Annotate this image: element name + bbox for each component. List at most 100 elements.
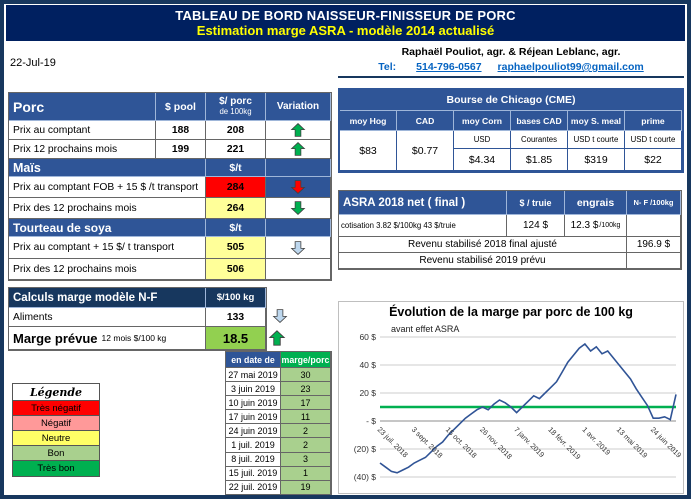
soya-table: Tourteau de soya $/t Prix au comptant + … xyxy=(8,218,332,281)
mais-row-label: Prix au comptant FOB + 15 $ /t transport xyxy=(9,177,206,198)
date-cell: 27 mai 2019 xyxy=(226,368,281,383)
tel-label: Tel: xyxy=(378,61,397,73)
date-cell: 22 juil. 2019 xyxy=(226,480,281,495)
svg-text:20 $: 20 $ xyxy=(359,388,376,398)
report-date: 22-Jul-19 xyxy=(10,57,56,69)
date-cell: 10 juin 2019 xyxy=(226,396,281,411)
calculs-table: Calculs marge modèle N-F $/100 kg Alimen… xyxy=(8,287,267,351)
header-spacer xyxy=(266,219,331,237)
variation-arrow-icon xyxy=(290,240,306,255)
bourse-title: Bourse de Chicago (CME) xyxy=(340,90,682,111)
mais-table-title: Maïs xyxy=(9,159,206,177)
authors-line: Raphaël Pouliot, agr. & Réjean Leblanc, … xyxy=(401,46,621,58)
svg-text:18 févr. 2019: 18 févr. 2019 xyxy=(546,425,582,461)
email-link[interactable]: raphaelpouliot99@gmail.com xyxy=(497,61,644,73)
porc-row-label: Prix 12 prochains mois xyxy=(9,140,156,159)
marge-prevue-label: Marge prévue 12 mois $/100 kg xyxy=(9,327,206,350)
asra-col-engrais: engrais xyxy=(565,191,627,215)
margin-chart: Évolution de la marge par porc de 100 kg… xyxy=(338,301,684,494)
mais-table: Maïs $/t Prix au comptant FOB + 15 $ /t … xyxy=(8,158,332,220)
marge-cell: 17 xyxy=(281,396,331,411)
legend-item: Neutre xyxy=(13,431,99,446)
marge-prevue-value: 18.5 xyxy=(206,327,266,350)
bourse-subheader: USD t courte xyxy=(568,131,625,149)
svg-text:15 oct. 2018: 15 oct. 2018 xyxy=(444,425,479,460)
svg-text:- $: - $ xyxy=(366,416,376,426)
title-banner: TABLEAU DE BORD NAISSEUR-FINISSEUR DE PO… xyxy=(6,5,685,41)
soya-unit-header: $/t xyxy=(206,219,266,237)
bourse-subheader: USD xyxy=(454,131,511,149)
bourse-value: $22 xyxy=(625,149,682,171)
variation-arrow-icon xyxy=(290,201,306,215)
porc-col-pool: $ pool xyxy=(156,93,206,121)
porc-row-label: Prix au comptant xyxy=(9,121,156,140)
col-value-line1: $/ porc xyxy=(219,96,252,108)
legend-title: Légende xyxy=(13,384,99,401)
asra-table: ASRA 2018 net ( final ) $ / truie engrai… xyxy=(338,190,682,270)
date-cell: 15 juil. 2019 xyxy=(226,466,281,481)
svg-text:7 janv. 2019: 7 janv. 2019 xyxy=(512,425,546,459)
bourse-value: $83 xyxy=(340,131,397,171)
legend-item: Négatif xyxy=(13,416,99,431)
date-cell: 3 juin 2019 xyxy=(226,382,281,397)
asra-revenu-2018-value: 196.9 $ xyxy=(627,237,681,253)
marge-cell: 19 xyxy=(281,480,331,495)
marge-prevue-label-sub: 12 mois $/100 kg xyxy=(101,333,167,343)
porc-col-value: $/ porc de 100kg xyxy=(206,93,266,121)
marge-cell: 1 xyxy=(281,466,331,481)
variation-arrow-icon xyxy=(272,309,288,323)
bourse-col-header: moy S. meal xyxy=(568,111,625,131)
marge-cell: 3 xyxy=(281,452,331,467)
svg-text:60 $: 60 $ xyxy=(359,333,376,342)
mais-unit-header: $/t xyxy=(206,159,266,177)
variation-cell xyxy=(266,140,331,159)
contact-line: Tel: 514-796-0567 raphaelpouliot99@gmail.c… xyxy=(338,61,684,78)
col-header-date: en date de xyxy=(226,352,281,368)
svg-text:24 juin 2019: 24 juin 2019 xyxy=(649,425,683,459)
date-cell: 8 juil. 2019 xyxy=(226,452,281,467)
bourse-col-header: CAD xyxy=(397,111,454,131)
variation-cell xyxy=(266,177,331,198)
calculs-table-title: Calculs marge modèle N-F xyxy=(9,288,206,308)
marge-cell: 30 xyxy=(281,368,331,383)
bourse-value: $0.77 xyxy=(397,131,454,171)
variation-cell xyxy=(266,259,331,280)
soya-table-title: Tourteau de soya xyxy=(9,219,206,237)
variation-cell xyxy=(266,121,331,140)
svg-text:23 juil. 2018: 23 juil. 2018 xyxy=(376,425,410,459)
asra-engrais-value: 12.3 $/100kg xyxy=(565,215,627,237)
chart-plot: 60 $ 40 $ 20 $ - $ (20) $ (40) $ 23 juil. 2018… xyxy=(354,333,683,482)
porc-value: 221 xyxy=(206,140,266,159)
bourse-value: $4.34 xyxy=(454,149,511,171)
asra-revenu-2019: Revenu stabilisé 2019 prévu xyxy=(339,253,627,269)
aliments-row-label: Aliments xyxy=(9,308,206,327)
bourse-col-header: moy Corn xyxy=(454,111,511,131)
variation-arrow-icon xyxy=(268,330,286,346)
marge-cell: 11 xyxy=(281,410,331,425)
tel-number[interactable]: 514-796-0567 xyxy=(416,61,482,73)
legend-table: Légende Très négatif Négatif Neutre Bon … xyxy=(12,383,100,477)
asra-revenu-2019-value xyxy=(627,253,681,269)
asra-title: ASRA 2018 net ( final ) xyxy=(339,191,507,215)
marge-cell: 2 xyxy=(281,438,331,453)
bourse-col-header: prime xyxy=(625,111,682,131)
asra-cotisation: cotisation 3.82 $/100kg 43 $/truie xyxy=(339,215,507,237)
porc-value: 208 xyxy=(206,121,266,140)
bourse-subheader: Courantes xyxy=(511,131,568,149)
porc-table-title: Porc xyxy=(9,93,156,121)
page-title: TABLEAU DE BORD NAISSEUR-FINISSEUR DE PO… xyxy=(175,8,516,23)
variation-arrow-icon xyxy=(290,142,306,156)
porc-pool-value: 188 xyxy=(156,121,206,140)
mais-row-label: Prix des 12 prochains mois xyxy=(9,198,206,219)
soya-row-label: Prix au comptant + 15 $/ t transport xyxy=(9,237,206,259)
col-header-marge: marge/porc xyxy=(281,352,331,368)
bourse-col-header: moy Hog xyxy=(340,111,397,131)
chart-title: Évolution de la marge par porc de 100 kg xyxy=(389,305,633,319)
asra-truie-value: 124 $ xyxy=(507,215,565,237)
col-value-line2: de 100kg xyxy=(219,106,252,116)
date-cell: 24 juin 2019 xyxy=(226,424,281,439)
page-subtitle: Estimation marge ASRA - modèle 2014 actu… xyxy=(196,23,495,38)
mais-value: 284 xyxy=(206,177,266,198)
variation-cell xyxy=(266,237,331,259)
